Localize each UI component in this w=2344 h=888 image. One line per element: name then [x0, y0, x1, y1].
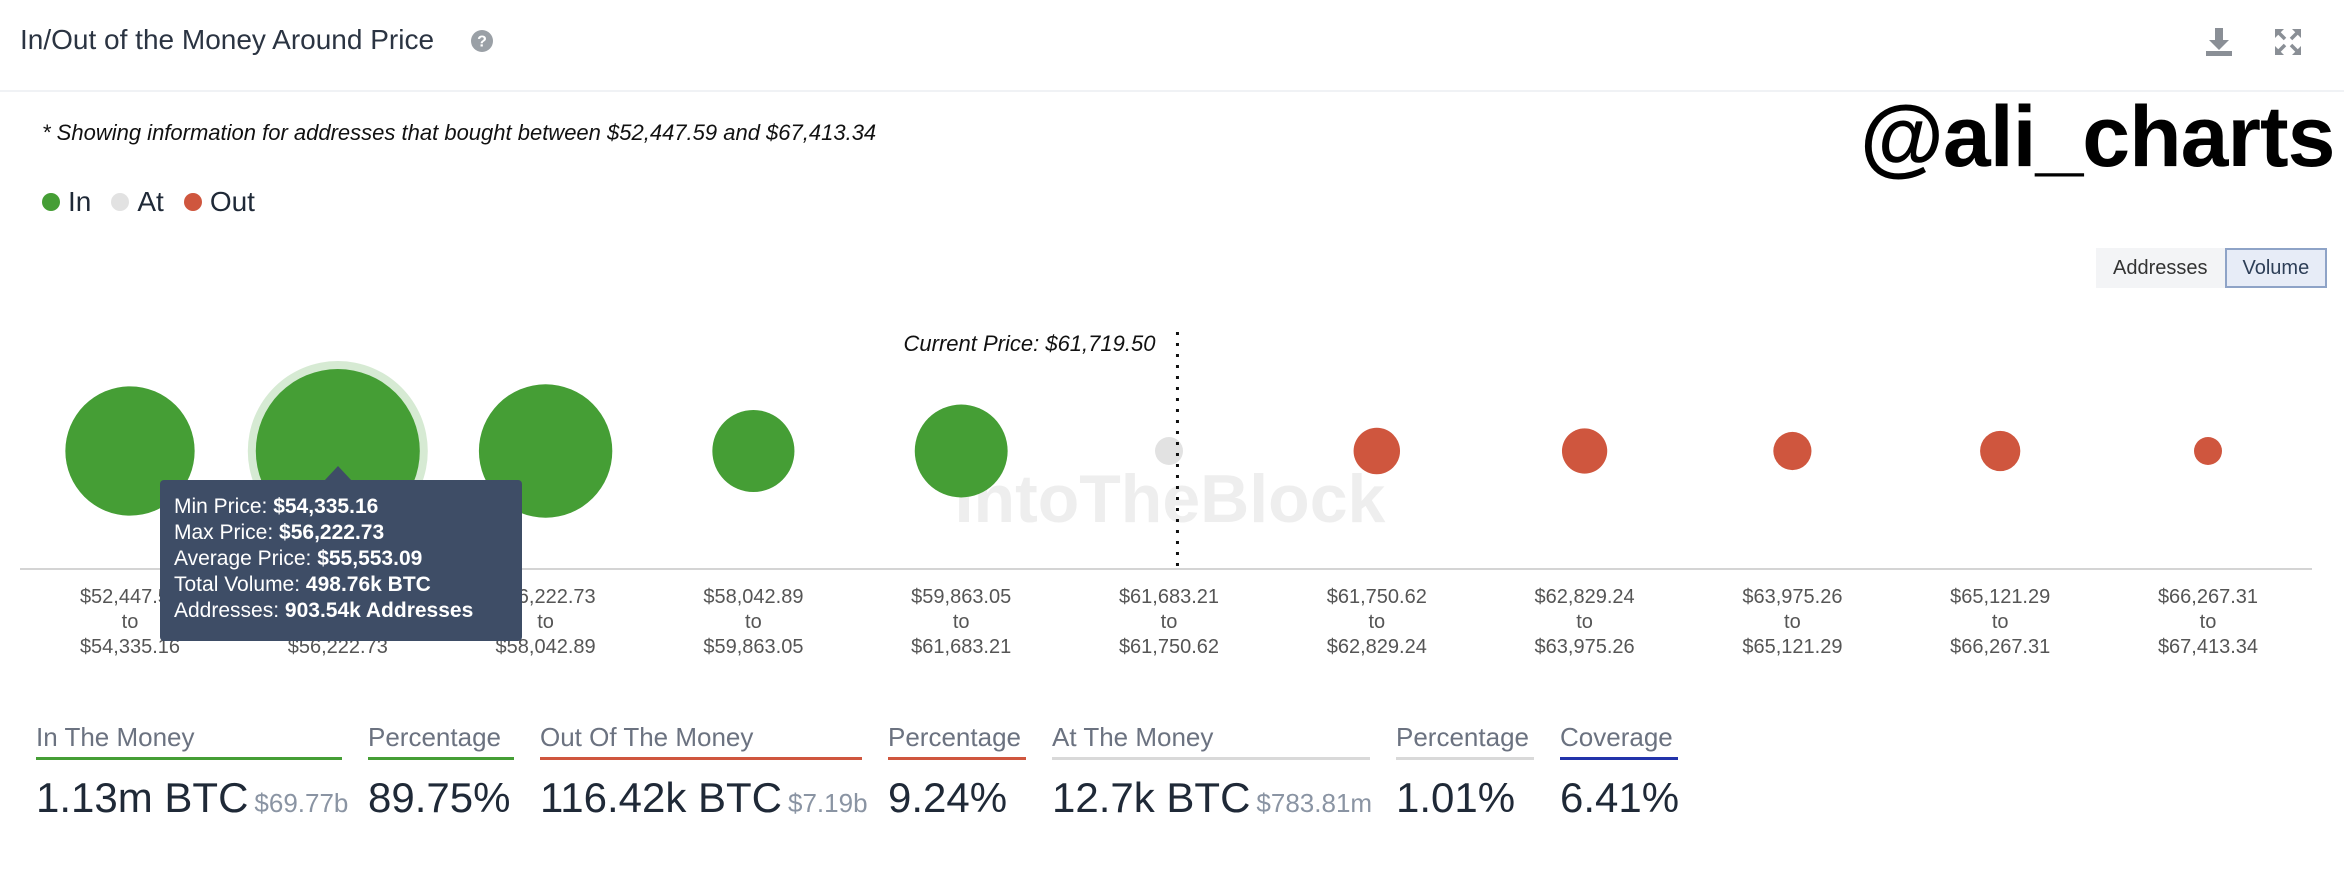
author-handle: @ali_charts: [1860, 89, 2335, 185]
stat-label: Percentage: [1396, 716, 1534, 760]
stat-label: Percentage: [368, 716, 514, 760]
tooltip-min-price: Min Price: $54,335.16: [174, 495, 379, 518]
tick-label-to-word: to: [953, 611, 970, 633]
legend-item-in[interactable]: In: [42, 186, 91, 218]
tick-label-to-word: to: [1784, 611, 1801, 633]
stat-out-of-the-money: Out Of The Money 116.42k BTC $7.19b: [540, 716, 868, 822]
tooltip-arrow: [324, 466, 352, 481]
stat-label: Out Of The Money: [540, 716, 862, 760]
summary-stats: In The Money 1.13m BTC $69.77b Percentage…: [0, 716, 2344, 836]
volume-toggle-button[interactable]: Volume: [2224, 248, 2328, 288]
tooltip-addresses: Addresses: 903.54k Addresses: [174, 599, 474, 622]
page-title: In/Out of the Money Around Price: [20, 24, 435, 55]
stat-out-percentage: Percentage 9.24%: [888, 716, 1026, 822]
tick-label-from: $66,267.31: [2158, 586, 2258, 608]
legend-label-out: Out: [209, 186, 255, 217]
tick-label-from: $59,863.05: [911, 586, 1011, 608]
stat-coverage: Coverage 6.41%: [1560, 716, 1680, 822]
tick-label-from: $63,975.26: [1742, 586, 1842, 608]
tooltip-total-volume: Total Volume: 498.76k BTC: [174, 573, 431, 596]
stat-value: 1.01%: [1396, 774, 1516, 821]
stat-label: In The Money: [36, 716, 342, 760]
expand-icon[interactable]: [2273, 27, 2303, 57]
tick-label-from: $52,447.59: [80, 586, 180, 608]
tick-label-to-word: to: [537, 611, 554, 633]
chart-legend: In At Out: [42, 186, 275, 218]
bubble-out-6: [1353, 427, 1401, 475]
tooltip-max-price: Max Price: $56,222.73: [174, 521, 385, 544]
tick-label-to-word: to: [122, 611, 139, 633]
stat-value: 1.13m BTC $69.77b: [36, 774, 349, 821]
stat-label: Percentage: [888, 716, 1026, 760]
stat-value: 9.24%: [888, 774, 1008, 821]
legend-dot-at: [111, 193, 130, 211]
stat-value: 12.7k BTC $783.81m: [1052, 774, 1373, 821]
addresses-toggle-button[interactable]: Addresses: [2096, 248, 2225, 288]
range-note: * Showing information for addresses that…: [42, 120, 877, 145]
panel-header: In/Out of the Money Around Price ?: [0, 0, 2344, 92]
legend-dot-out: [183, 193, 202, 211]
svg-text:?: ?: [477, 34, 487, 51]
tick-label-from: $61,683.21: [1119, 586, 1219, 608]
legend-label-in: In: [68, 186, 92, 217]
tick-label-to: $61,683.21: [911, 636, 1011, 658]
metric-toggle: Addresses Volume: [2096, 248, 2328, 288]
tick-label-to: $67,413.34: [2158, 636, 2258, 658]
bubble-out-9: [1980, 430, 2021, 472]
legend-item-out[interactable]: Out: [183, 186, 255, 218]
bubble-out-7: [1561, 428, 1608, 474]
download-icon[interactable]: [2204, 26, 2234, 58]
bubble-out-10: [2194, 437, 2222, 465]
bubble-at-5: [1155, 437, 1183, 465]
bubble-in-4: [914, 404, 1008, 498]
tick-label-to-word: to: [1368, 611, 1385, 633]
tick-label-to-word: to: [1161, 611, 1178, 633]
legend-dot-in: [42, 193, 60, 211]
tick-label-to: $54,335.16: [80, 636, 180, 658]
help-icon[interactable]: ?: [470, 29, 494, 53]
stat-at-percentage: Percentage 1.01%: [1396, 716, 1534, 822]
tick-label-to: $66,267.31: [1950, 636, 2050, 658]
bubble-out-8: [1773, 431, 1812, 471]
stat-value: 6.41%: [1560, 774, 1680, 821]
stat-label: Coverage: [1560, 716, 1678, 760]
bubble-in-3: [712, 409, 795, 493]
tooltip-avg-price: Average Price: $55,553.09: [174, 547, 423, 570]
brand-watermark: IntoTheBlock: [955, 461, 1386, 537]
stat-value: 89.75%: [368, 774, 511, 821]
tick-label-to-word: to: [1576, 611, 1593, 633]
tick-label-to: $65,121.29: [1742, 636, 1842, 658]
tick-label-to: $56,222.73: [288, 636, 388, 658]
stat-label: At The Money: [1052, 716, 1370, 760]
stat-value: 116.42k BTC $7.19b: [540, 774, 868, 821]
tick-label-to-word: to: [745, 611, 762, 633]
legend-item-at[interactable]: At: [111, 186, 164, 218]
tick-label-to-word: to: [1992, 611, 2009, 633]
stat-in-percentage: Percentage 89.75%: [368, 716, 514, 822]
tick-label-from: $58,042.89: [703, 586, 803, 608]
tick-label-to: $62,829.24: [1327, 636, 1427, 658]
tick-label-to: $59,863.05: [703, 636, 803, 658]
stat-at-the-money: At The Money 12.7k BTC $783.81m: [1052, 716, 1373, 822]
legend-label-at: At: [137, 186, 164, 217]
bubble-tooltip: Min Price: $54,335.16 Max Price: $56,222…: [160, 480, 522, 641]
tick-label-to-word: to: [2200, 611, 2217, 633]
tick-label-from: $65,121.29: [1950, 586, 2050, 608]
tick-label-to: $63,975.26: [1535, 636, 1635, 658]
stat-in-the-money: In The Money 1.13m BTC $69.77b: [36, 716, 349, 822]
current-price-label: Current Price: $61,719.50: [904, 331, 1157, 356]
tick-label-to: $58,042.89: [496, 636, 596, 658]
tick-label-from: $61,750.62: [1327, 586, 1427, 608]
tick-label-to: $61,750.62: [1119, 636, 1219, 658]
tick-label-from: $62,829.24: [1535, 586, 1635, 608]
